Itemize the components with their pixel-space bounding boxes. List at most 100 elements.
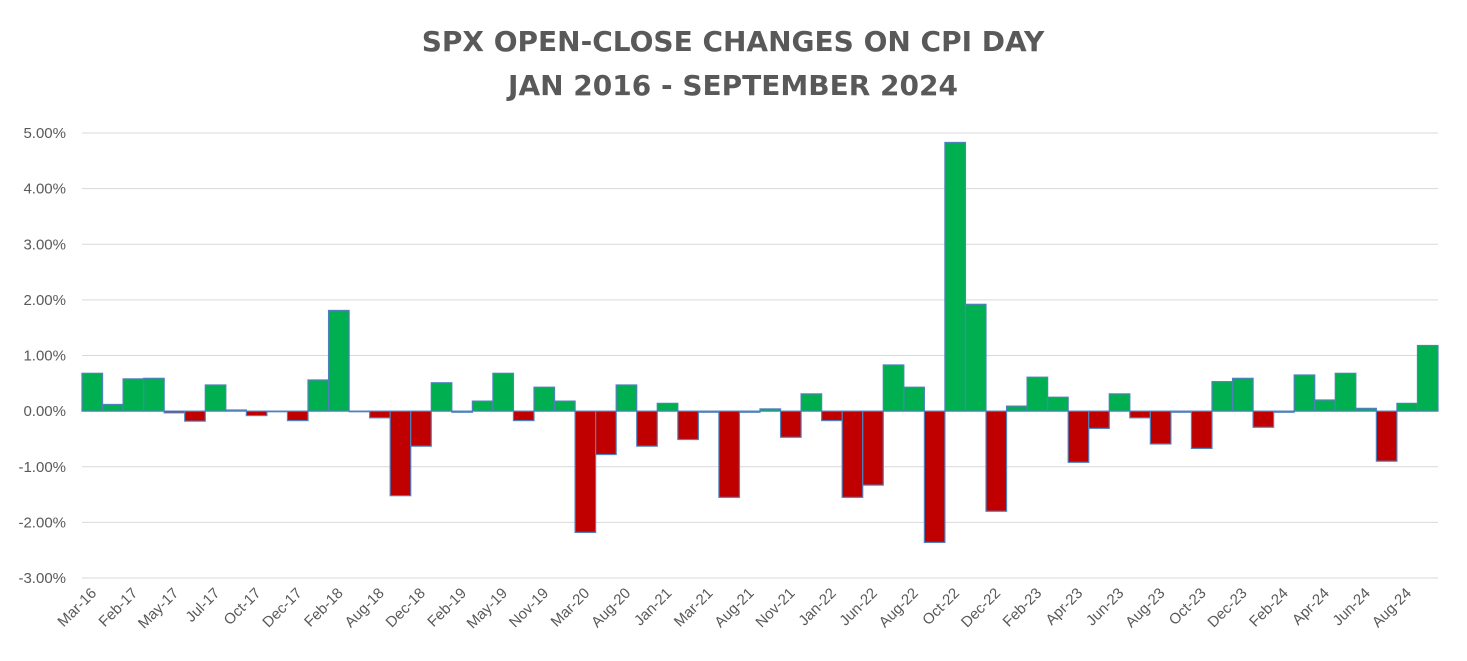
bar: [1231, 377, 1254, 412]
bar: [595, 410, 617, 456]
bar: [1375, 410, 1398, 462]
bar: [1129, 410, 1151, 419]
y-tick-label: -2.00%: [18, 514, 66, 531]
bar: [985, 410, 1008, 512]
bar: [1273, 410, 1295, 413]
bar: [1252, 410, 1275, 428]
bar: [1190, 410, 1213, 450]
x-tick-label: Aug-20: [588, 585, 634, 631]
x-tick-label: Aug-21: [711, 585, 757, 631]
x-tick-label: Aug-24: [1369, 585, 1415, 631]
bar: [430, 382, 453, 412]
x-tick-label: Jun-22: [836, 585, 880, 629]
bar: [512, 410, 535, 422]
bar: [389, 410, 412, 497]
y-tick-label: 0.00%: [23, 403, 66, 420]
x-tick-label: Feb-17: [96, 585, 142, 631]
bar: [1334, 372, 1357, 412]
x-tick-label: Jul-17: [182, 585, 223, 626]
y-tick-label: 3.00%: [23, 236, 66, 253]
bar: [1047, 396, 1069, 412]
y-tick-label: 4.00%: [23, 181, 66, 198]
x-tick-label: Jan-22: [795, 585, 839, 629]
x-tick-label: Jan-21: [631, 585, 675, 629]
gridlines: [82, 132, 1438, 579]
x-tick-label: Mar-20: [548, 585, 594, 631]
bar: [245, 410, 268, 417]
bar: [1149, 410, 1172, 445]
bar: [903, 386, 925, 412]
x-tick-label: Feb-24: [1246, 585, 1292, 631]
x-tick-label: Aug-18: [342, 585, 388, 631]
bar: [81, 372, 104, 412]
bar: [615, 384, 638, 412]
bar: [944, 141, 967, 412]
bar: [286, 410, 309, 422]
bar: [1211, 381, 1234, 412]
y-tick-label: 1.00%: [23, 348, 66, 365]
x-tick-label: Dec-18: [383, 585, 429, 631]
x-tick-label: Jun-23: [1083, 585, 1127, 629]
x-tick-label: Oct-23: [1166, 585, 1210, 629]
bar: [882, 364, 905, 412]
x-tick-label: Oct-17: [221, 585, 265, 629]
x-tick-label: Oct-22: [919, 585, 963, 629]
bar: [1108, 393, 1131, 412]
bar: [163, 410, 186, 414]
bar: [492, 372, 515, 412]
x-tick-label: Feb-23: [1000, 585, 1046, 631]
x-tick-label: Apr-24: [1289, 585, 1333, 629]
bar: [1088, 410, 1110, 429]
x-tick-label: Dec-22: [958, 585, 1004, 631]
bar: [204, 384, 227, 412]
x-tick-label: Mar-16: [54, 585, 100, 631]
bar: [800, 393, 823, 412]
bar: [348, 410, 371, 413]
bars: [81, 141, 1439, 544]
bar: [779, 410, 802, 438]
y-tick-label: 2.00%: [23, 292, 66, 309]
bar: [964, 303, 987, 412]
bar: [862, 410, 884, 486]
bar: [1416, 344, 1439, 412]
chart-title-line-2: JAN 2016 - SEPTEMBER 2024: [506, 69, 958, 102]
bar: [1396, 402, 1419, 412]
x-tick-label: Apr-23: [1042, 585, 1086, 629]
y-axis-ticks: 5.00% 4.00% 3.00% 2.00% 1.00% 0.00% -1.00% -2.0…: [18, 125, 66, 587]
x-tick-label: Aug-22: [876, 585, 922, 631]
x-tick-label: Jun-24: [1329, 585, 1373, 629]
x-tick-label: Dec-23: [1204, 585, 1250, 631]
bar: [143, 377, 165, 412]
y-tick-label: -1.00%: [18, 459, 66, 476]
bar: [923, 410, 946, 544]
y-tick-label: 5.00%: [23, 125, 66, 142]
x-tick-label: Aug-23: [1122, 585, 1168, 631]
bar: [841, 410, 864, 498]
bar: [1314, 399, 1336, 412]
bar: [738, 410, 761, 413]
chart-title-line-1: SPX OPEN-CLOSE CHANGES ON CPI DAY: [422, 25, 1045, 58]
bar: [225, 409, 247, 412]
bar: [471, 400, 494, 412]
x-tick-label: May-19: [464, 585, 511, 632]
bar: [1005, 405, 1028, 412]
bar: [266, 410, 289, 413]
bar: [1293, 374, 1316, 412]
bar: [636, 410, 658, 447]
bar: [101, 403, 124, 412]
bar: [1355, 407, 1377, 412]
x-tick-label: Mar-21: [671, 585, 717, 631]
bar: [1170, 410, 1193, 413]
bar: [184, 410, 206, 422]
x-tick-label: May-17: [135, 585, 182, 632]
x-tick-label: Feb-19: [424, 585, 470, 631]
bar: [821, 410, 843, 422]
bar: [677, 410, 699, 441]
bar: [656, 402, 679, 412]
bar: [369, 410, 391, 419]
bar: [533, 386, 556, 412]
bar: [327, 309, 350, 412]
